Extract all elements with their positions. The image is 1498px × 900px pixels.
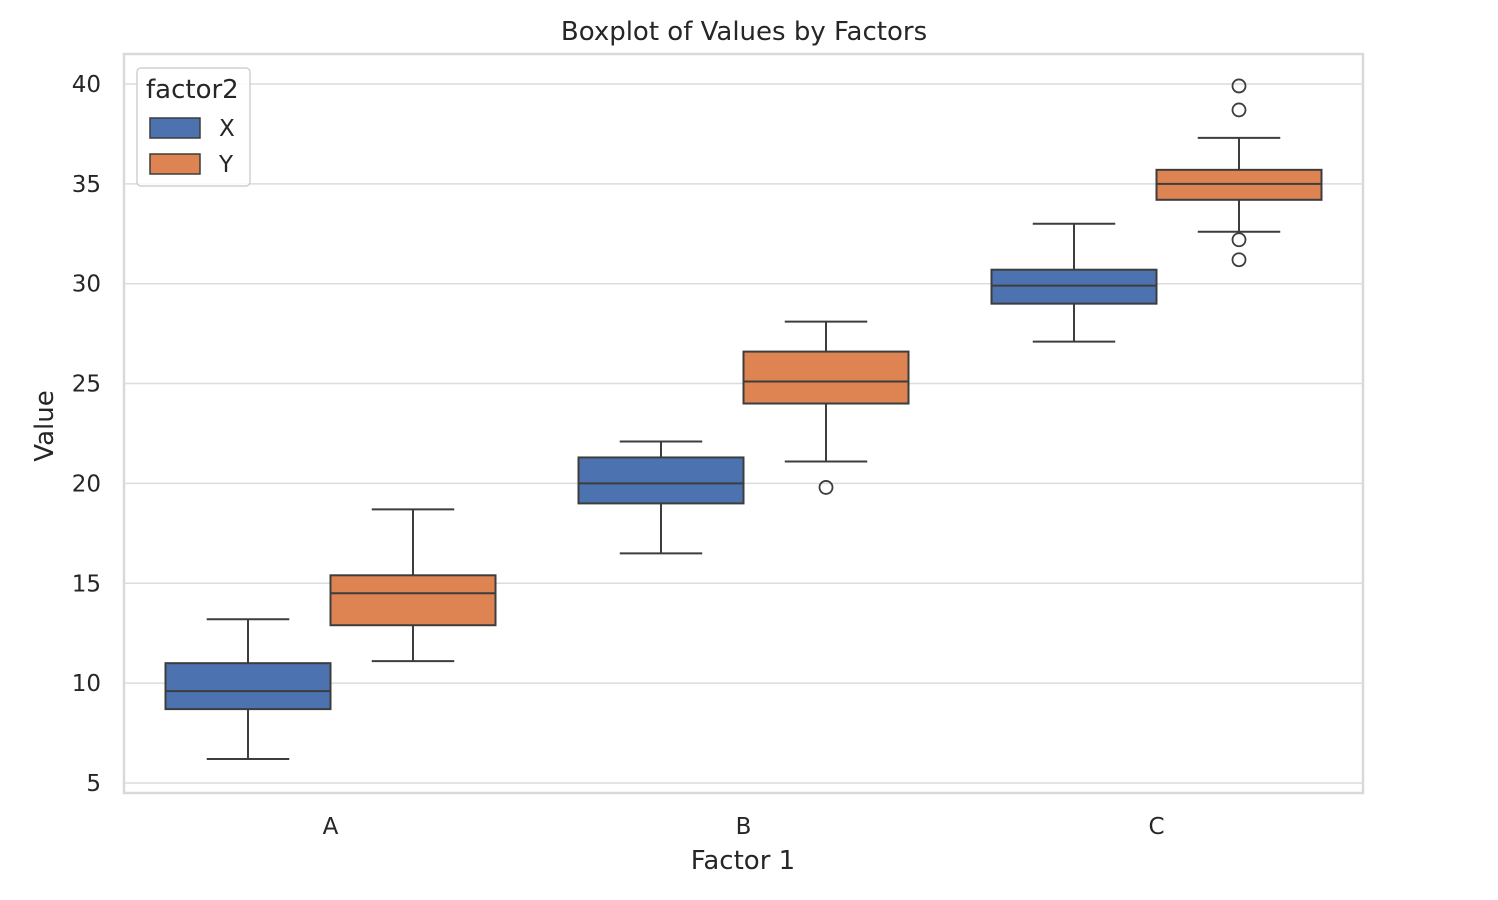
y-tick-label: 30 (72, 272, 101, 298)
x-tick-label: C (1148, 814, 1164, 840)
x-tick-label: B (736, 814, 752, 840)
x-axis-label: Factor 1 (691, 846, 795, 876)
box-Y-C (1155, 78, 1323, 268)
y-tick-label: 5 (86, 771, 101, 797)
x-tick-label: A (323, 814, 339, 840)
box-X-A (164, 618, 332, 761)
legend-swatch-Y (149, 153, 201, 175)
y-tick-label: 20 (72, 471, 101, 497)
box-Y-A (329, 508, 497, 663)
box-X-B (577, 440, 745, 555)
box-Y-B (742, 320, 910, 495)
legend-title: factor2 (146, 75, 239, 105)
box-iqr (164, 662, 332, 711)
outlier-point (818, 480, 834, 495)
box-X-C (990, 222, 1158, 343)
box-series (164, 78, 1323, 761)
box-iqr (742, 350, 910, 405)
outlier-point (1231, 78, 1247, 94)
outlier-point (1231, 102, 1247, 118)
y-tick-label: 35 (72, 172, 101, 198)
y-tick-label: 15 (72, 571, 101, 597)
y-axis-label: Value (30, 390, 60, 461)
legend-label-X: X (219, 116, 235, 142)
box-iqr (577, 456, 745, 505)
box-iqr (329, 574, 497, 627)
chart-title: Boxplot of Values by Factors (561, 17, 927, 47)
legend-label-Y: Y (218, 152, 234, 178)
outlier-point (1231, 232, 1247, 248)
y-tick-label: 40 (72, 72, 101, 98)
legend: factor2 XY (136, 67, 251, 187)
y-tick-label: 25 (72, 372, 101, 398)
outlier-point (1231, 252, 1247, 268)
legend-swatch-X (149, 117, 201, 139)
x-tick-labels: A B C (323, 814, 1165, 840)
y-tick-label: 10 (72, 671, 101, 697)
y-tick-labels: 5 10 15 20 25 30 35 40 (72, 72, 101, 797)
